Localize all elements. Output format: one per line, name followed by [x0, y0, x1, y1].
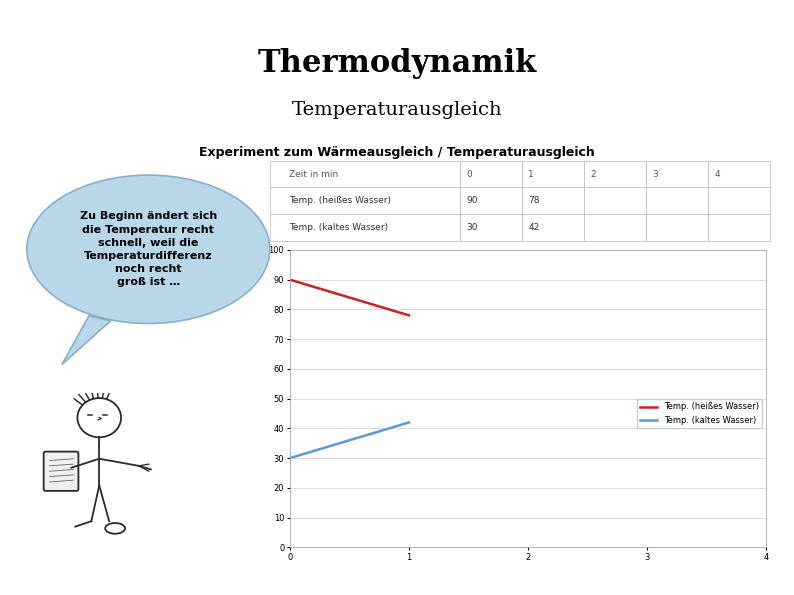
- FancyBboxPatch shape: [44, 452, 79, 491]
- Text: Zu Beginn ändert sich
die Temperatur recht
schnell, weil die
Temperaturdifferenz: Zu Beginn ändert sich die Temperatur rec…: [79, 211, 217, 287]
- Legend: Temp. (heißes Wasser), Temp. (kaltes Wasser): Temp. (heißes Wasser), Temp. (kaltes Was…: [637, 399, 762, 428]
- Temp. (heißes Wasser): [285, 276, 295, 283]
- Temp. (kaltes Wasser): [285, 455, 295, 462]
- Line: Temp. (kaltes Wasser): Temp. (kaltes Wasser): [290, 422, 409, 458]
- Text: Experiment zum Wärmeausgleich / Temperaturausgleich: Experiment zum Wärmeausgleich / Temperat…: [199, 146, 595, 159]
- Line: Temp. (heißes Wasser): Temp. (heißes Wasser): [290, 280, 409, 315]
- Text: Temperaturausgleich: Temperaturausgleich: [291, 101, 503, 119]
- Ellipse shape: [27, 175, 270, 324]
- Text: Thermodynamik: Thermodynamik: [257, 48, 537, 79]
- Polygon shape: [62, 316, 110, 364]
- Temp. (heißes Wasser): [404, 312, 414, 319]
- Temp. (kaltes Wasser): [404, 419, 414, 426]
